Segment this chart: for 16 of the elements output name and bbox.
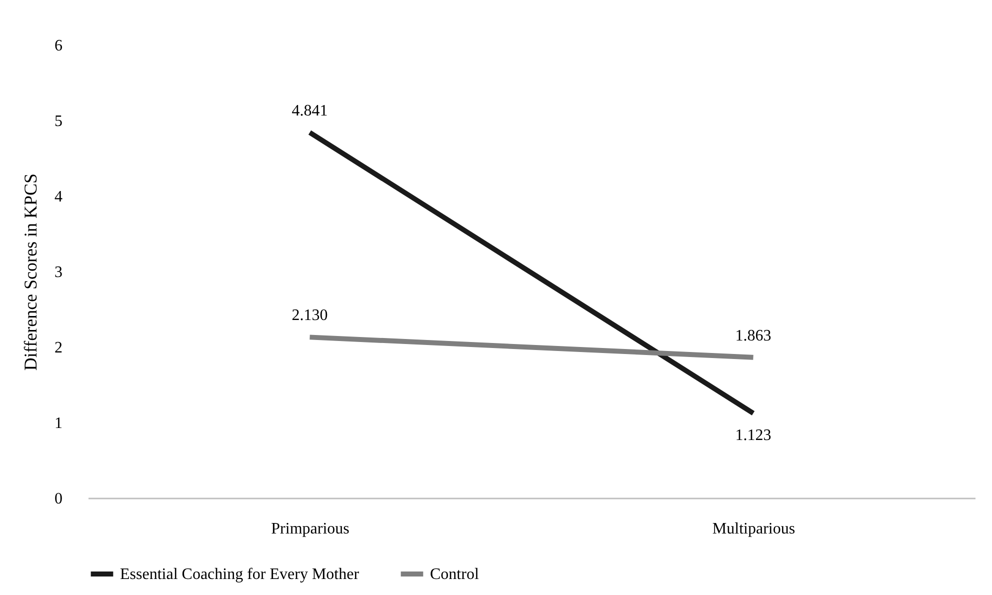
y-tick-label: 5: [54, 113, 62, 130]
x-tick-label: Multiparious: [712, 520, 796, 538]
data-label: 2.130: [292, 307, 328, 324]
y-tick-label: 2: [54, 340, 62, 356]
y-tick-label: 4: [54, 188, 62, 206]
data-label: 1.123: [735, 427, 772, 444]
legend-label: Control: [430, 566, 480, 583]
y-tick-label: 0: [54, 490, 62, 508]
data-label: 1.863: [735, 327, 772, 344]
x-tick-label: Primparious: [271, 520, 350, 538]
y-axis-title: Difference Scores in KPCS: [20, 173, 40, 371]
legend-label: Essential Coaching for Every Mother: [120, 566, 360, 583]
y-tick-label: 1: [54, 415, 62, 432]
y-tick-label: 6: [54, 38, 62, 54]
y-tick-label: 3: [54, 264, 62, 281]
data-label: 4.841: [292, 102, 328, 120]
